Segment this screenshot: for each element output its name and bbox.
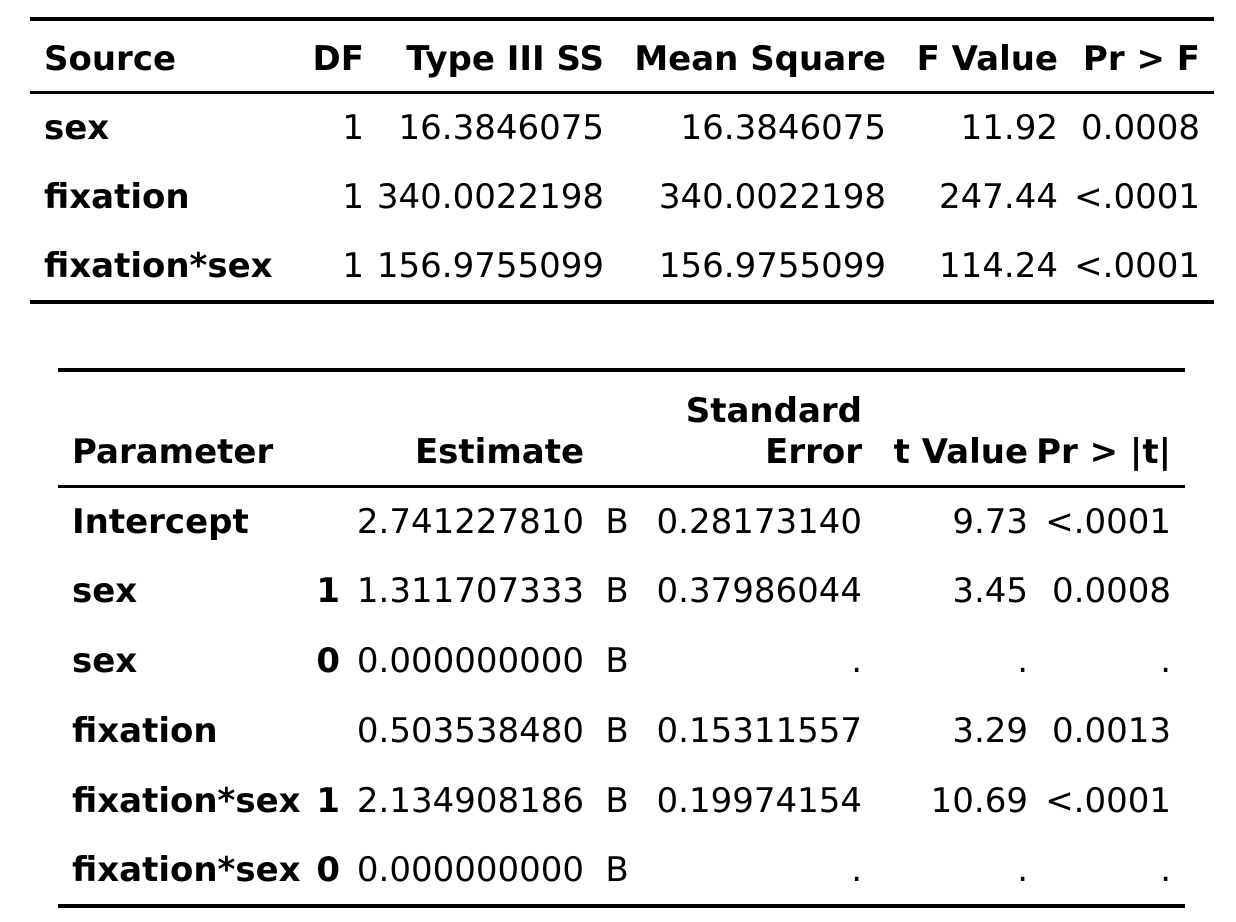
standard-error-header-line1: Standard xyxy=(685,390,863,431)
anova-table: Source DF Type III SS Mean Square F Valu… xyxy=(30,17,1214,304)
parameter-name-cell: Intercept xyxy=(72,501,249,542)
p-value-cell: . xyxy=(1160,850,1172,890)
parameter-level-cell: 0 xyxy=(316,850,341,890)
param-row: fixation*sex 1 2.134908186 B 0.19974154 … xyxy=(58,766,1185,836)
source-cell: sex xyxy=(44,107,110,148)
source-column-header: Source xyxy=(30,19,286,94)
anova-row: fixation 1 340.0022198 340.0022198 247.4… xyxy=(30,162,1214,232)
t-value-cell: 9.73 xyxy=(952,501,1029,542)
parameter-level-cell: 0 xyxy=(316,641,341,681)
parameter-estimates-table: Parameter Estimate Standard Error t Value… xyxy=(58,368,1186,908)
ms-cell: 156.9755099 xyxy=(658,246,886,286)
standard-error-header-line2: Error xyxy=(765,431,863,472)
parameter-name-cell: fixation xyxy=(72,711,218,751)
ss-cell: 156.9755099 xyxy=(376,246,604,286)
parameter-level-cell: 1 xyxy=(316,571,341,611)
pr-t-column-header: Pr > |t| xyxy=(1028,370,1186,488)
parameter-level-cell: 1 xyxy=(316,781,341,821)
standard-error-cell: 0.37986044 xyxy=(656,571,863,611)
p-value-cell: <.0001 xyxy=(1074,177,1200,217)
param-row: sex 1 1.311707333 B 0.37986044 3.45 0.00… xyxy=(58,556,1185,626)
f-value-cell: 114.24 xyxy=(939,246,1058,286)
standard-error-cell: 0.19974154 xyxy=(656,781,863,821)
p-value-cell: <.0001 xyxy=(1045,781,1172,821)
estimate-cell: 2.741227810 xyxy=(356,501,585,542)
pr-f-column-header: Pr > F xyxy=(1058,19,1214,94)
estimate-cell: 2.134908186 xyxy=(356,781,585,821)
df-cell: 1 xyxy=(342,177,364,217)
estimate-column-header: Estimate xyxy=(340,370,585,488)
estimate-cell: 0.000000000 xyxy=(356,850,585,890)
f-value-column-header: F Value xyxy=(886,19,1058,94)
mean-square-column-header: Mean Square xyxy=(604,19,886,94)
parameter-column-header: Parameter xyxy=(58,370,341,488)
p-value-cell: . xyxy=(1160,641,1172,681)
param-header-row: Parameter Estimate Standard Error t Value… xyxy=(58,370,1186,488)
flag-column-header xyxy=(584,370,651,488)
estimable-flag-cell: B xyxy=(605,711,629,751)
t-value-column-header: t Value xyxy=(862,370,1029,488)
estimate-cell: 1.311707333 xyxy=(356,571,585,611)
ms-cell: 16.3846075 xyxy=(680,107,887,148)
standard-error-cell: 0.28173140 xyxy=(656,501,863,542)
estimable-flag-cell: B xyxy=(605,571,629,611)
ss-cell: 340.0022198 xyxy=(376,177,604,217)
f-value-cell: 11.92 xyxy=(960,107,1058,148)
source-cell: fixation xyxy=(44,177,190,217)
param-row: Intercept 2.741227810 B 0.28173140 9.73 … xyxy=(58,486,1185,556)
standard-error-column-header: Standard Error xyxy=(650,370,863,488)
estimable-flag-cell: B xyxy=(605,501,629,542)
standard-error-cell: 0.15311557 xyxy=(656,711,863,751)
anova-header-row: Source DF Type III SS Mean Square F Valu… xyxy=(30,19,1214,94)
estimate-cell: 0.503538480 xyxy=(356,711,585,751)
t-value-cell: 3.29 xyxy=(952,711,1029,751)
standard-error-cell: . xyxy=(851,850,863,890)
df-cell: 1 xyxy=(342,107,364,148)
df-column-header: DF xyxy=(286,19,364,94)
p-value-cell: 0.0008 xyxy=(1081,107,1200,148)
p-value-cell: <.0001 xyxy=(1074,246,1200,286)
param-row: fixation 0.503538480 B 0.15311557 3.29 0… xyxy=(58,696,1185,766)
param-row: sex 0 0.000000000 B . . . xyxy=(58,626,1185,696)
param-row: fixation*sex 0 0.000000000 B . . . xyxy=(58,836,1185,906)
p-value-cell: <.0001 xyxy=(1045,501,1172,542)
p-value-cell: 0.0008 xyxy=(1052,571,1172,611)
anova-row: fixation*sex 1 156.9755099 156.9755099 1… xyxy=(30,232,1214,302)
estimable-flag-cell: B xyxy=(605,641,629,681)
type3-ss-column-header: Type III SS xyxy=(364,19,604,94)
parameter-name-cell: fixation*sex xyxy=(72,781,301,821)
df-cell: 1 xyxy=(342,246,364,286)
parameter-name-cell: fixation*sex xyxy=(72,850,301,890)
parameter-level-cell xyxy=(240,486,340,556)
source-cell: fixation*sex xyxy=(44,246,273,286)
t-value-cell: 3.45 xyxy=(952,571,1029,611)
estimate-cell: 0.000000000 xyxy=(356,641,585,681)
ss-cell: 16.3846075 xyxy=(398,107,605,148)
p-value-cell: 0.0013 xyxy=(1052,711,1172,751)
t-value-cell: . xyxy=(1017,850,1029,890)
parameter-level-cell xyxy=(240,696,340,766)
t-value-cell: . xyxy=(1017,641,1029,681)
estimable-flag-cell: B xyxy=(605,781,629,821)
t-value-cell: 10.69 xyxy=(930,781,1029,821)
estimable-flag-cell: B xyxy=(605,850,629,890)
anova-row: sex 1 16.3846075 16.3846075 11.92 0.0008 xyxy=(30,92,1214,162)
parameter-name-cell: sex xyxy=(72,641,138,681)
f-value-cell: 247.44 xyxy=(939,177,1058,217)
parameter-name-cell: sex xyxy=(72,571,138,611)
ms-cell: 340.0022198 xyxy=(658,177,886,217)
standard-error-cell: . xyxy=(851,641,863,681)
